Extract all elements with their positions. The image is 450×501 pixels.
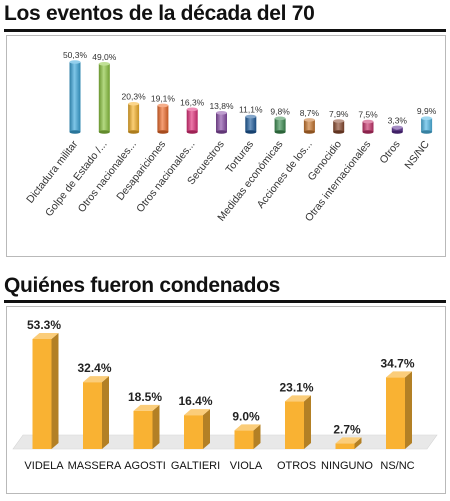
chart2-value-label: 23.1% xyxy=(279,380,313,394)
chart1-value-label: 7,9% xyxy=(329,109,349,119)
chart1-value-label: 19,1% xyxy=(151,93,176,103)
chart1-value-label: 9,8% xyxy=(270,106,290,116)
chart1-value-label: 50,3% xyxy=(63,50,88,60)
chart2-bar xyxy=(234,424,261,449)
chart2-bar xyxy=(285,395,311,449)
chart1-category-label: NS/NC xyxy=(402,138,432,171)
chart2-category-label: VIDELA xyxy=(24,460,64,472)
chart2-value-label: 9.0% xyxy=(232,409,260,423)
chart2-category-label: NS/NC xyxy=(380,460,414,472)
chart1-bar xyxy=(98,62,110,134)
chart2-category-label: VIOLA xyxy=(230,460,263,472)
chart2-value-label: 16.4% xyxy=(178,394,212,408)
chart2-title: Quiénes fueron condenados xyxy=(4,274,281,297)
chart1-bar xyxy=(333,119,345,134)
chart1-bar xyxy=(157,103,169,134)
chart1-bar xyxy=(128,101,140,134)
chart2-plot: 53.3% VIDELA 32.4% MASSERA 18.5% AGOSTI 16.4% G… xyxy=(12,318,438,472)
chart2-bar xyxy=(386,371,412,449)
chart1-value-label: 11,1% xyxy=(239,105,263,115)
chart1-bar xyxy=(303,118,315,134)
chart2-category-label: OTROS xyxy=(277,460,316,472)
chart2-value-label: 18.5% xyxy=(128,390,162,404)
chart1-value-label: 20,3% xyxy=(122,92,147,102)
chart2-value-label: 32.4% xyxy=(77,361,111,375)
chart2-category-label: GALTIERI xyxy=(171,460,220,472)
chart2-bar xyxy=(184,409,210,449)
chart2-title-rule xyxy=(4,300,446,303)
chart1-category-label: Dictadura militar xyxy=(24,138,80,206)
chart2-category-label: AGOSTI xyxy=(124,460,166,472)
chart2-value-label: 2.7% xyxy=(333,422,361,436)
chart2-category-label: MASSERA xyxy=(68,460,122,472)
chart1-bar xyxy=(69,60,81,134)
chart2-bar xyxy=(133,404,160,449)
chart1-value-label: 13,8% xyxy=(209,101,234,111)
chart1-value-label: 8,7% xyxy=(300,108,320,118)
chart1-value-label: 9,9% xyxy=(417,106,437,116)
chart2-category-label: NINGUNO xyxy=(321,460,373,472)
chart2-bar xyxy=(83,376,109,449)
chart1-bar xyxy=(186,107,198,134)
chart1-bar xyxy=(216,110,227,134)
chart1-panel: 50,3% Dictadura militar 49,0% Golpe de Esta… xyxy=(6,35,446,257)
chart1-bar xyxy=(391,125,403,134)
chart1-title-rule xyxy=(4,29,446,32)
chart1-value-label: 16,3% xyxy=(180,97,205,107)
chart1-bar xyxy=(421,116,433,134)
chart2-value-label: 53.3% xyxy=(27,318,61,332)
chart2-floor xyxy=(12,434,438,450)
chart1-bar xyxy=(245,114,257,134)
chart1-bar xyxy=(274,116,286,134)
chart1-bar xyxy=(362,119,374,134)
chart1-category-label: Otros xyxy=(377,138,402,166)
chart1-value-label: 7,5% xyxy=(358,110,378,120)
chart1-value-label: 3,3% xyxy=(388,115,408,125)
chart2-value-label: 34.7% xyxy=(380,356,414,370)
chart1-title: Los eventos de la década del 70 xyxy=(4,2,315,25)
chart2-bar xyxy=(32,333,59,449)
chart2-bar xyxy=(335,437,362,449)
chart1-value-label: 49,0% xyxy=(92,52,117,62)
chart2-panel: 53.3% VIDELA 32.4% MASSERA 18.5% AGOSTI 16.4% G… xyxy=(6,306,446,494)
